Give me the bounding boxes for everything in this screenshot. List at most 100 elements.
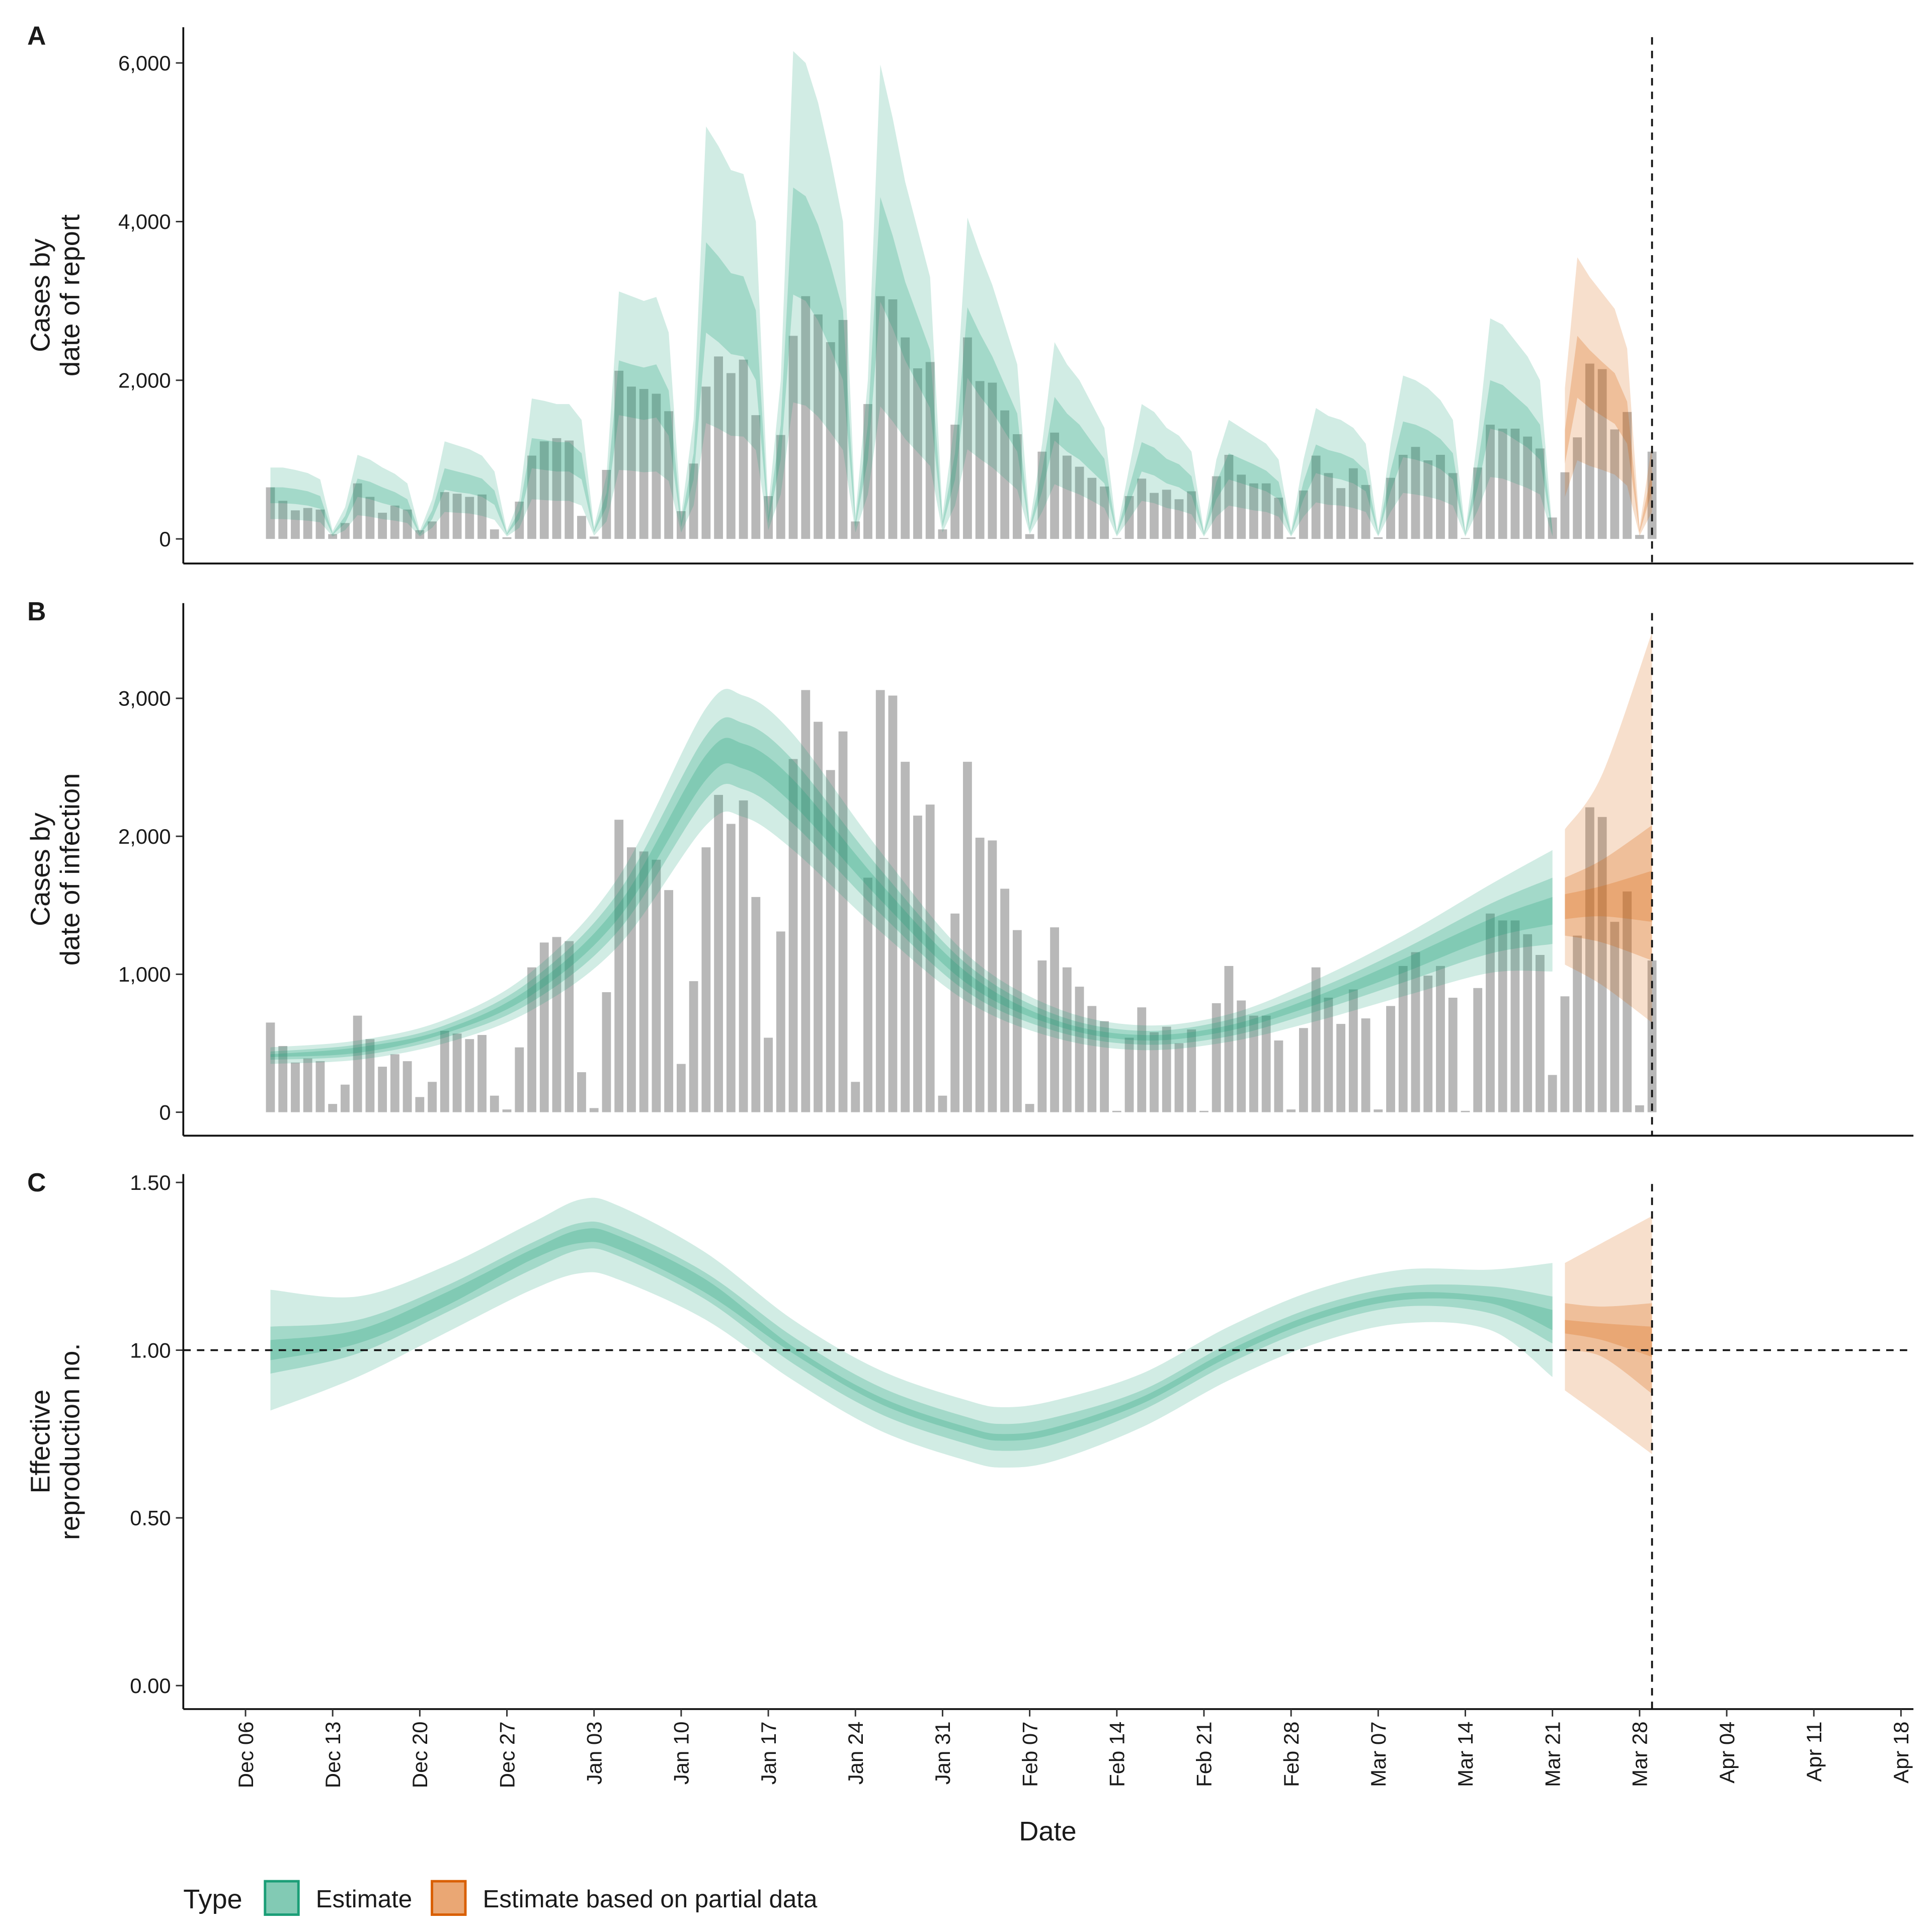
x-tick-label: Feb 07 xyxy=(1018,1722,1041,1787)
y-tick-label: 6,000 xyxy=(118,51,171,75)
bar xyxy=(925,804,935,1112)
bar xyxy=(1623,891,1632,1112)
bar xyxy=(1249,1015,1258,1112)
bar xyxy=(589,536,599,539)
bar xyxy=(614,370,624,539)
bar xyxy=(1560,996,1570,1112)
bar xyxy=(1523,934,1533,1112)
bar xyxy=(1274,1040,1283,1112)
bar xyxy=(1012,930,1022,1112)
y-tick-label: 0.00 xyxy=(130,1674,171,1698)
bar xyxy=(403,509,412,539)
bar xyxy=(1299,490,1308,539)
bar xyxy=(1199,538,1209,539)
bar xyxy=(764,1037,773,1112)
x-tick-label: Apr 04 xyxy=(1715,1722,1739,1784)
bar xyxy=(975,381,985,539)
x-tick-label: Dec 06 xyxy=(234,1722,258,1789)
bar xyxy=(714,356,723,539)
bar xyxy=(341,1084,350,1112)
bar xyxy=(801,690,811,1112)
bar xyxy=(689,463,698,539)
bar xyxy=(589,1108,599,1112)
bar xyxy=(1075,987,1084,1112)
bar xyxy=(1423,976,1433,1112)
bar xyxy=(1324,998,1333,1112)
bar xyxy=(315,1061,325,1112)
legend-label: Estimate xyxy=(316,1885,412,1913)
x-tick-label: Feb 28 xyxy=(1279,1722,1303,1787)
band-90 xyxy=(1565,632,1652,1023)
bar xyxy=(415,1097,425,1112)
bar xyxy=(875,690,885,1112)
bar xyxy=(1336,1024,1345,1112)
bar xyxy=(652,859,661,1112)
x-axis-title: Date xyxy=(1019,1816,1076,1846)
bar xyxy=(527,967,536,1112)
bar xyxy=(539,441,549,539)
bar xyxy=(1647,451,1657,539)
bar xyxy=(1635,1105,1644,1112)
bar xyxy=(714,794,723,1112)
y-tick-label: 0 xyxy=(159,527,171,551)
bar xyxy=(1224,965,1234,1112)
bar xyxy=(1062,967,1072,1112)
bar xyxy=(888,695,898,1112)
bar xyxy=(676,1064,686,1112)
bar xyxy=(303,508,312,539)
x-tick-label: Feb 21 xyxy=(1192,1722,1216,1787)
bar xyxy=(291,510,300,539)
bar xyxy=(1299,1028,1308,1112)
bar xyxy=(1087,477,1097,539)
x-tick-label: Apr 11 xyxy=(1802,1722,1826,1782)
x-tick-label: Jan 31 xyxy=(931,1722,954,1785)
bar xyxy=(1037,451,1047,539)
bar xyxy=(1025,534,1034,539)
bar xyxy=(1137,1007,1147,1112)
bar xyxy=(1560,472,1570,539)
bar xyxy=(1461,538,1470,539)
band-90 xyxy=(1565,257,1652,536)
bar xyxy=(1124,496,1134,539)
bar xyxy=(689,981,698,1112)
y-tick-label: 4,000 xyxy=(118,210,171,233)
bar xyxy=(1237,474,1246,539)
bar xyxy=(975,837,985,1112)
bar xyxy=(602,469,611,539)
band-50 xyxy=(1565,1303,1652,1394)
bar xyxy=(1523,436,1533,539)
bar xyxy=(390,505,399,539)
bar xyxy=(851,1082,860,1112)
y-tick-label: 1.50 xyxy=(130,1171,171,1194)
bar xyxy=(1498,920,1507,1112)
bar xyxy=(539,942,549,1112)
bar xyxy=(1473,988,1483,1112)
bar xyxy=(863,877,872,1112)
bar xyxy=(1398,454,1408,539)
bar xyxy=(1112,1110,1121,1112)
bar xyxy=(901,762,910,1112)
bar xyxy=(1573,437,1582,539)
legend-title: Type xyxy=(183,1884,242,1914)
bar xyxy=(1311,455,1321,539)
band-90 xyxy=(270,1197,1553,1468)
y-axis-title: date of infection xyxy=(55,773,86,965)
bar xyxy=(278,501,288,539)
x-tick-label: Jan 24 xyxy=(844,1722,867,1785)
bar xyxy=(1448,998,1458,1112)
bar xyxy=(452,1033,462,1112)
bar xyxy=(1150,1032,1159,1112)
bar xyxy=(378,513,387,539)
bar xyxy=(776,435,785,539)
bar xyxy=(1348,989,1358,1112)
bar xyxy=(1348,468,1358,539)
bar xyxy=(341,523,350,539)
bar xyxy=(378,1067,387,1112)
x-tick-label: Mar 14 xyxy=(1454,1722,1477,1787)
y-axis-title: Cases by xyxy=(25,813,55,926)
bar xyxy=(1212,476,1221,539)
bar xyxy=(627,847,636,1112)
x-tick-label: Feb 14 xyxy=(1105,1722,1129,1787)
bar xyxy=(577,516,586,539)
bar xyxy=(1212,1003,1221,1112)
